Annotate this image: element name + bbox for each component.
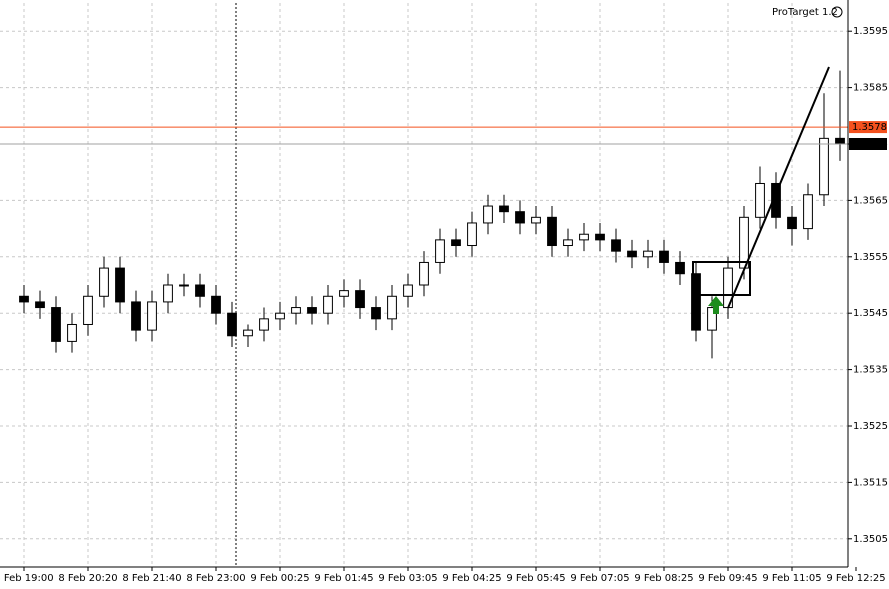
axis-labels: 1.3505 1.3515 1.3525 1.3535 1.3545 1.3555 1.35…: [0, 26, 888, 584]
candle-body: [67, 323, 77, 342]
candle-body: [419, 261, 429, 286]
x-tick-label: 9 Feb 11:05: [762, 573, 821, 584]
candle-body: [211, 295, 221, 314]
candle-body: [563, 239, 573, 247]
candle-body: [643, 250, 653, 258]
candle-body: [675, 261, 685, 275]
candle-body: [515, 211, 525, 224]
candle-body: [307, 307, 317, 314]
x-tick-label: 9 Feb 04:25: [442, 573, 501, 584]
candle-body: [707, 307, 717, 331]
price-label-box: [849, 121, 887, 134]
candle-body: [611, 239, 621, 252]
x-tick-label: 9 Feb 07:05: [570, 573, 629, 584]
candle-body: [291, 307, 301, 314]
price-label-box: [849, 138, 887, 150]
y-tick-label: 1.3595: [853, 26, 888, 37]
candle-body: [579, 233, 589, 241]
candle-body: [755, 182, 765, 218]
candle-body: [83, 295, 93, 325]
candle-body: [451, 239, 461, 247]
candle-body: [195, 284, 205, 297]
x-tick-label: 9 Feb 01:45: [314, 573, 373, 584]
price-label: 1.3578: [852, 122, 887, 133]
x-tick-label: 8 Feb 20:20: [58, 573, 117, 584]
y-tick-label: 1.3535: [853, 365, 888, 376]
plot-area: [0, 70, 848, 359]
y-tick-label: 1.3585: [853, 83, 888, 94]
x-tick-label: 9 Feb 03:05: [378, 573, 437, 584]
candle-body: [51, 307, 61, 342]
candle-body: [243, 329, 253, 337]
candle-body: [387, 295, 397, 320]
x-tick-label: 9 Feb 09:45: [698, 573, 757, 584]
candle-body: [483, 205, 493, 224]
x-tick-label: 9 Feb 08:25: [634, 573, 693, 584]
candle-body: [19, 295, 29, 303]
drawn-trendline: [727, 66, 830, 309]
y-tick-label: 1.3565: [853, 195, 888, 206]
x-tick-label: 8 Feb 19:00: [0, 573, 54, 584]
candle-body: [179, 284, 189, 287]
candle-body: [259, 318, 269, 331]
buy-arrow: [708, 296, 724, 314]
candle-body: [99, 267, 109, 297]
candle-body: [499, 205, 509, 213]
candle-body: [835, 137, 845, 145]
indicator-icon: [831, 6, 843, 18]
candle-body: [627, 250, 637, 258]
y-tick-label: 1.3525: [853, 421, 888, 432]
candle-body: [403, 284, 413, 297]
candle-body: [371, 307, 381, 320]
candle-body: [435, 239, 445, 263]
y-tick-label: 1.3545: [853, 308, 888, 319]
drawn-rectangle: [692, 261, 751, 296]
y-tick-label: 1.3515: [853, 477, 888, 488]
indicator-name: ProTarget 1.2: [772, 7, 838, 18]
candle-body: [771, 182, 781, 218]
candle-body: [819, 137, 829, 196]
candle-body: [547, 216, 557, 247]
candle-body: [787, 216, 797, 230]
candle-body: [531, 216, 541, 224]
candle-body: [131, 301, 141, 331]
candle-body: [323, 295, 333, 314]
candle-body: [163, 284, 173, 303]
y-tick-label: 1.3555: [853, 252, 888, 263]
x-tick-label: 9 Feb 12:25: [826, 573, 885, 584]
candle-body: [467, 222, 477, 247]
candle-body: [339, 290, 349, 297]
candle-body: [275, 312, 285, 320]
candle-body: [659, 250, 669, 263]
x-tick-label: 9 Feb 05:45: [506, 573, 565, 584]
candle-body: [691, 273, 701, 331]
x-tick-label: 8 Feb 23:00: [186, 573, 245, 584]
candle-body: [147, 301, 157, 331]
candle-body: [355, 290, 365, 309]
candle-body: [803, 194, 813, 230]
price-label: 1.3575: [852, 139, 887, 150]
candle-body: [227, 312, 237, 337]
candle-body: [115, 267, 125, 303]
x-tick-label: 9 Feb 00:25: [250, 573, 309, 584]
x-tick-label: 8 Feb 21:40: [122, 573, 181, 584]
candle-body: [35, 301, 45, 309]
candle-body: [595, 233, 605, 241]
y-tick-label: 1.3505: [853, 534, 888, 545]
